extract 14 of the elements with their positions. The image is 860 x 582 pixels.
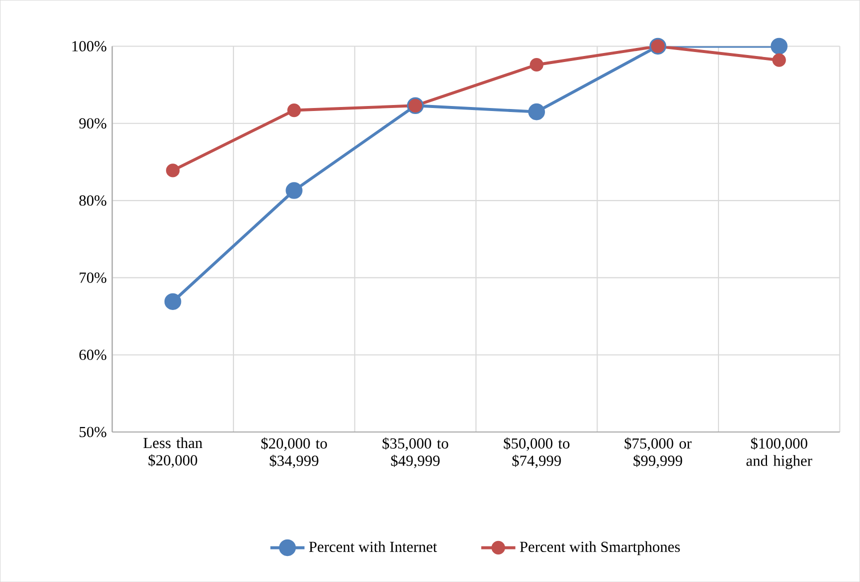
y-tick-label: 100% <box>72 40 106 52</box>
x-tick-label: $20,000 to $34,999 <box>261 437 327 468</box>
x-tick-label: $75,000 or $99,999 <box>624 437 692 468</box>
y-tick-label: 50% <box>80 426 106 438</box>
x-tick-label: $35,000 to $49,999 <box>382 437 448 468</box>
x-tick-label: $50,000 to $74,999 <box>504 437 570 468</box>
legend-label: Percent with Internet <box>309 541 438 552</box>
x-tick-label: Less than $20,000 <box>143 437 202 468</box>
y-tick-label: 90% <box>79 118 106 129</box>
legend-label: Percent with Smartphones <box>520 541 680 556</box>
y-tick-label: 60% <box>79 350 106 360</box>
y-tick-label: 80% <box>79 195 106 206</box>
x-tick-label: $100,000 and higher <box>746 437 812 470</box>
y-tick-label: 70% <box>80 272 106 283</box>
